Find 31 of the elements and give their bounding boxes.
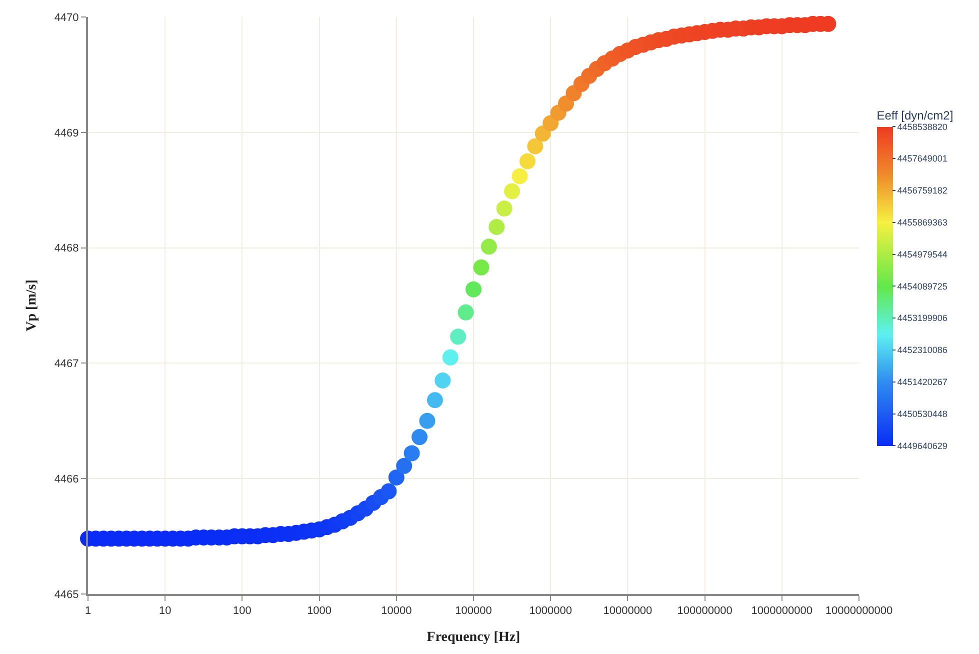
x-tick-label: 1000000000: [751, 605, 812, 618]
color-bar-label: 4452310086: [897, 345, 948, 356]
color-bar-label: 4449640629: [897, 440, 948, 451]
y-tick-label: 4466: [54, 473, 79, 486]
y-tick-label: 4465: [54, 588, 79, 601]
color-bar-label: 4456759182: [897, 186, 948, 196]
x-tick-label: 10000: [381, 605, 412, 618]
color-bar-label: 4453199906: [897, 313, 948, 324]
color-bar-label: 4458538820: [897, 122, 948, 132]
y-tick-label: 4467: [54, 358, 79, 370]
color-bar-label: 4457649001: [897, 154, 948, 164]
color-bar-label: 4450530448: [897, 408, 948, 419]
x-tick-label: 1000: [307, 605, 332, 618]
x-tick-label: 100000: [455, 605, 492, 618]
color-bar-label: 4454979544: [897, 249, 948, 260]
x-tick-label: 1000000: [529, 605, 572, 618]
x-tick-label: 100: [233, 605, 252, 618]
color-bar-label: 4454089725: [897, 281, 948, 292]
y-tick-label: 4469: [54, 127, 79, 140]
y-tick-label: 4470: [54, 12, 79, 24]
x-tick-label: 100000000: [677, 605, 732, 618]
y-tick-label: 4468: [54, 242, 79, 255]
color-bar-label: 4451420267: [897, 377, 948, 387]
y-axis-title: Vp [m/s]: [24, 280, 40, 332]
x-tick-label: 10000000000: [825, 605, 893, 618]
x-tick-label: 10: [158, 605, 172, 618]
color-bar-label: 4455869363: [897, 218, 948, 228]
x-tick-label: 10000000: [603, 605, 652, 618]
color-bar-title: Eeff [dyn/cm2]: [876, 108, 954, 123]
x-axis-title: Frequency [Hz]: [426, 630, 520, 645]
x-tick-label: 1: [84, 605, 92, 618]
